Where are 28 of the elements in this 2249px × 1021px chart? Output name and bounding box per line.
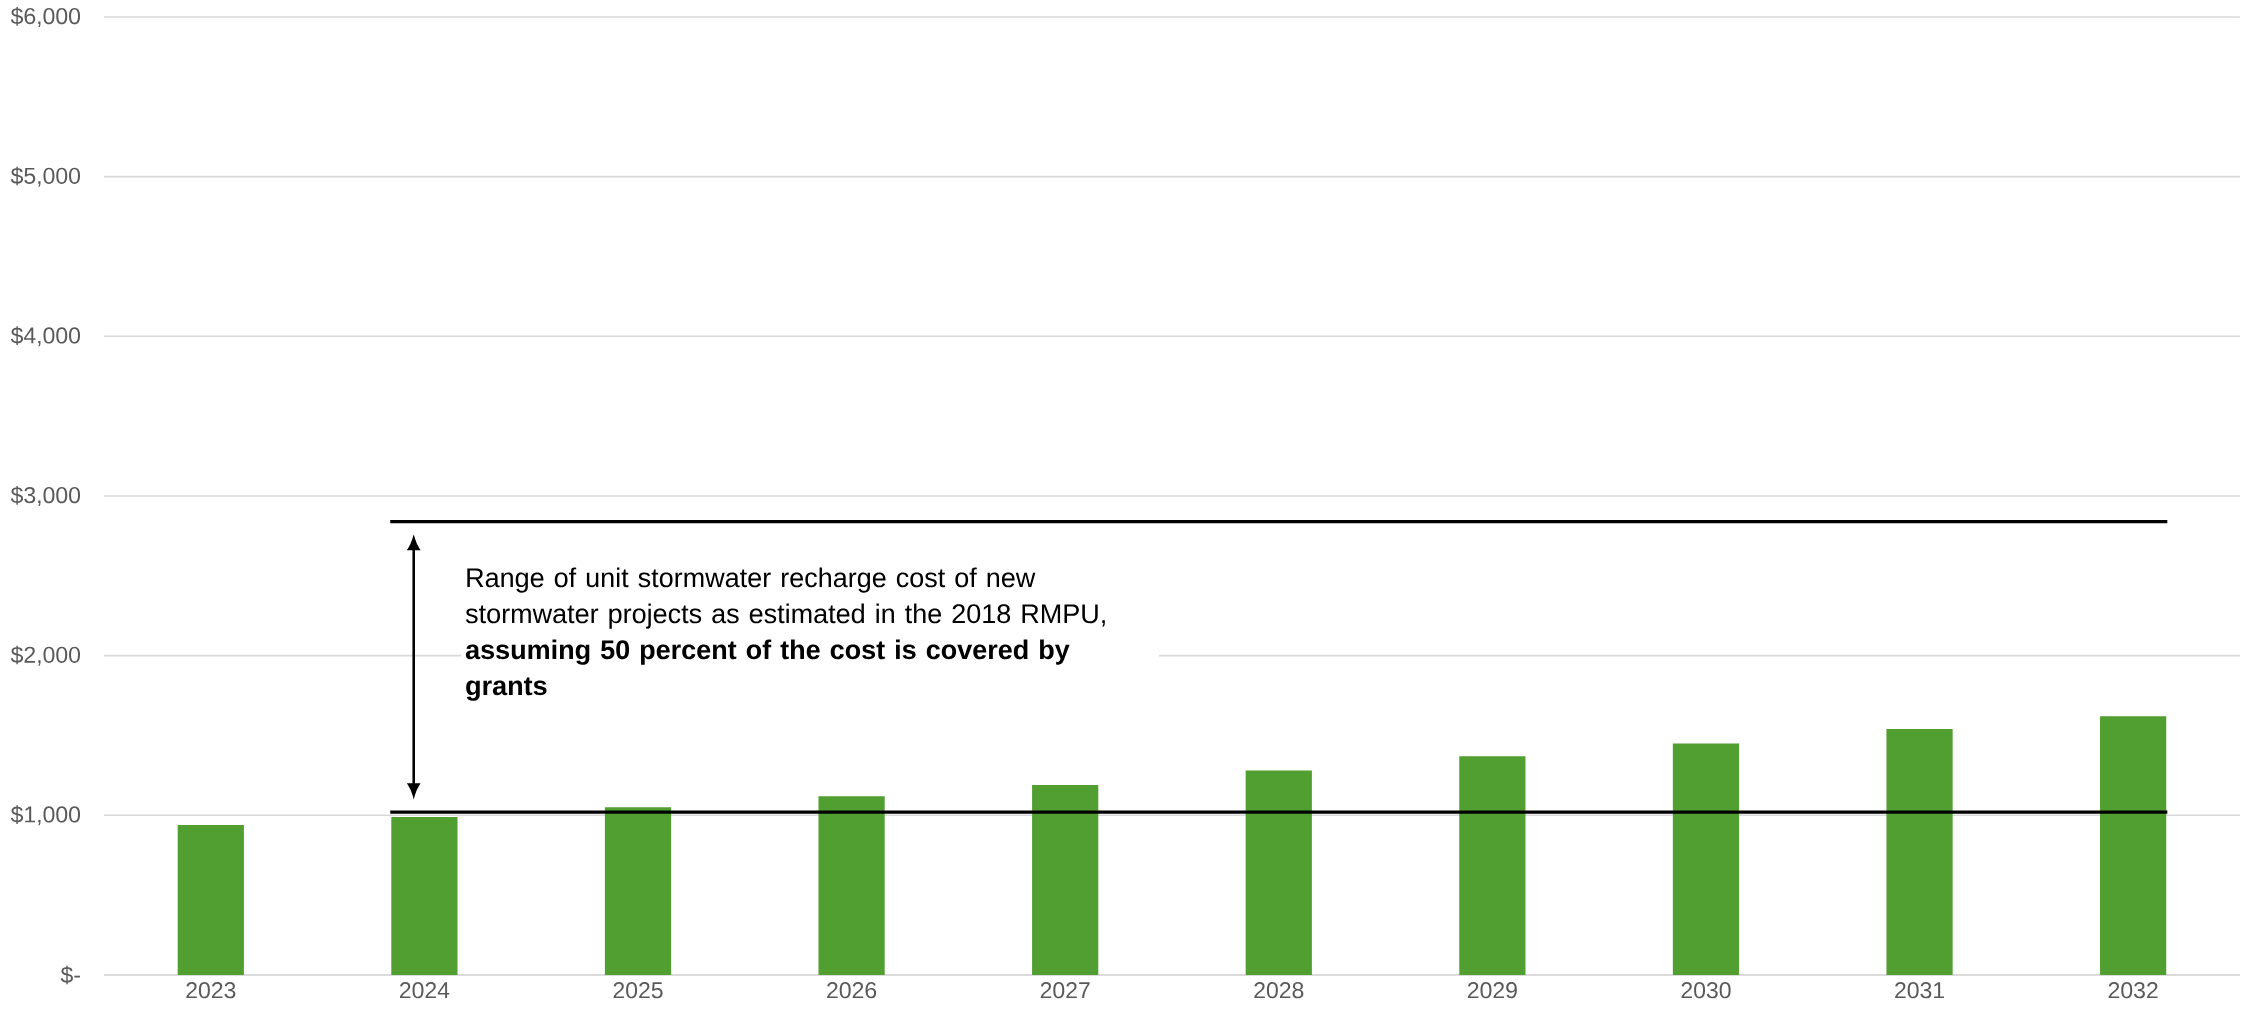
y-tick-label: $4,000 bbox=[10, 326, 81, 347]
x-tick-label: 2031 bbox=[1895, 982, 1944, 999]
x-tick-label: 2028 bbox=[1254, 982, 1304, 999]
y-tick-label: $3,000 bbox=[10, 486, 81, 506]
y-tick-label: $- bbox=[60, 965, 80, 985]
x-tick-label: 2026 bbox=[827, 982, 877, 999]
bar bbox=[391, 816, 458, 975]
bar bbox=[1032, 784, 1099, 975]
y-tick-label: $5,000 bbox=[10, 166, 81, 187]
bar bbox=[818, 796, 885, 975]
bar bbox=[1886, 729, 1953, 975]
x-tick-label: 2023 bbox=[186, 982, 236, 999]
bar bbox=[2100, 716, 2167, 975]
x-tick-label: 2027 bbox=[1040, 982, 1090, 999]
bar bbox=[1245, 770, 1312, 975]
bar bbox=[1672, 743, 1740, 975]
x-tick-label: 2024 bbox=[399, 982, 450, 999]
y-tick-label: $1,000 bbox=[10, 805, 81, 826]
bar bbox=[604, 807, 672, 975]
x-tick-label: 2032 bbox=[2108, 982, 2158, 999]
y-tick-label: $2,000 bbox=[10, 645, 81, 666]
x-tick-label: 2030 bbox=[1681, 982, 1731, 999]
x-tick-label: 2025 bbox=[613, 982, 663, 999]
annotation: Range of unit stormwater recharge cost of new stormwater projects as estimated in the 2018 RMPU, assuming 50 percent of the cost is covered by grants bbox=[465, 567, 1105, 701]
bar bbox=[177, 824, 244, 975]
x-tick-label: 2029 bbox=[1467, 982, 1517, 999]
y-tick-label: $6,000 bbox=[10, 7, 81, 27]
bar bbox=[1459, 756, 1526, 975]
